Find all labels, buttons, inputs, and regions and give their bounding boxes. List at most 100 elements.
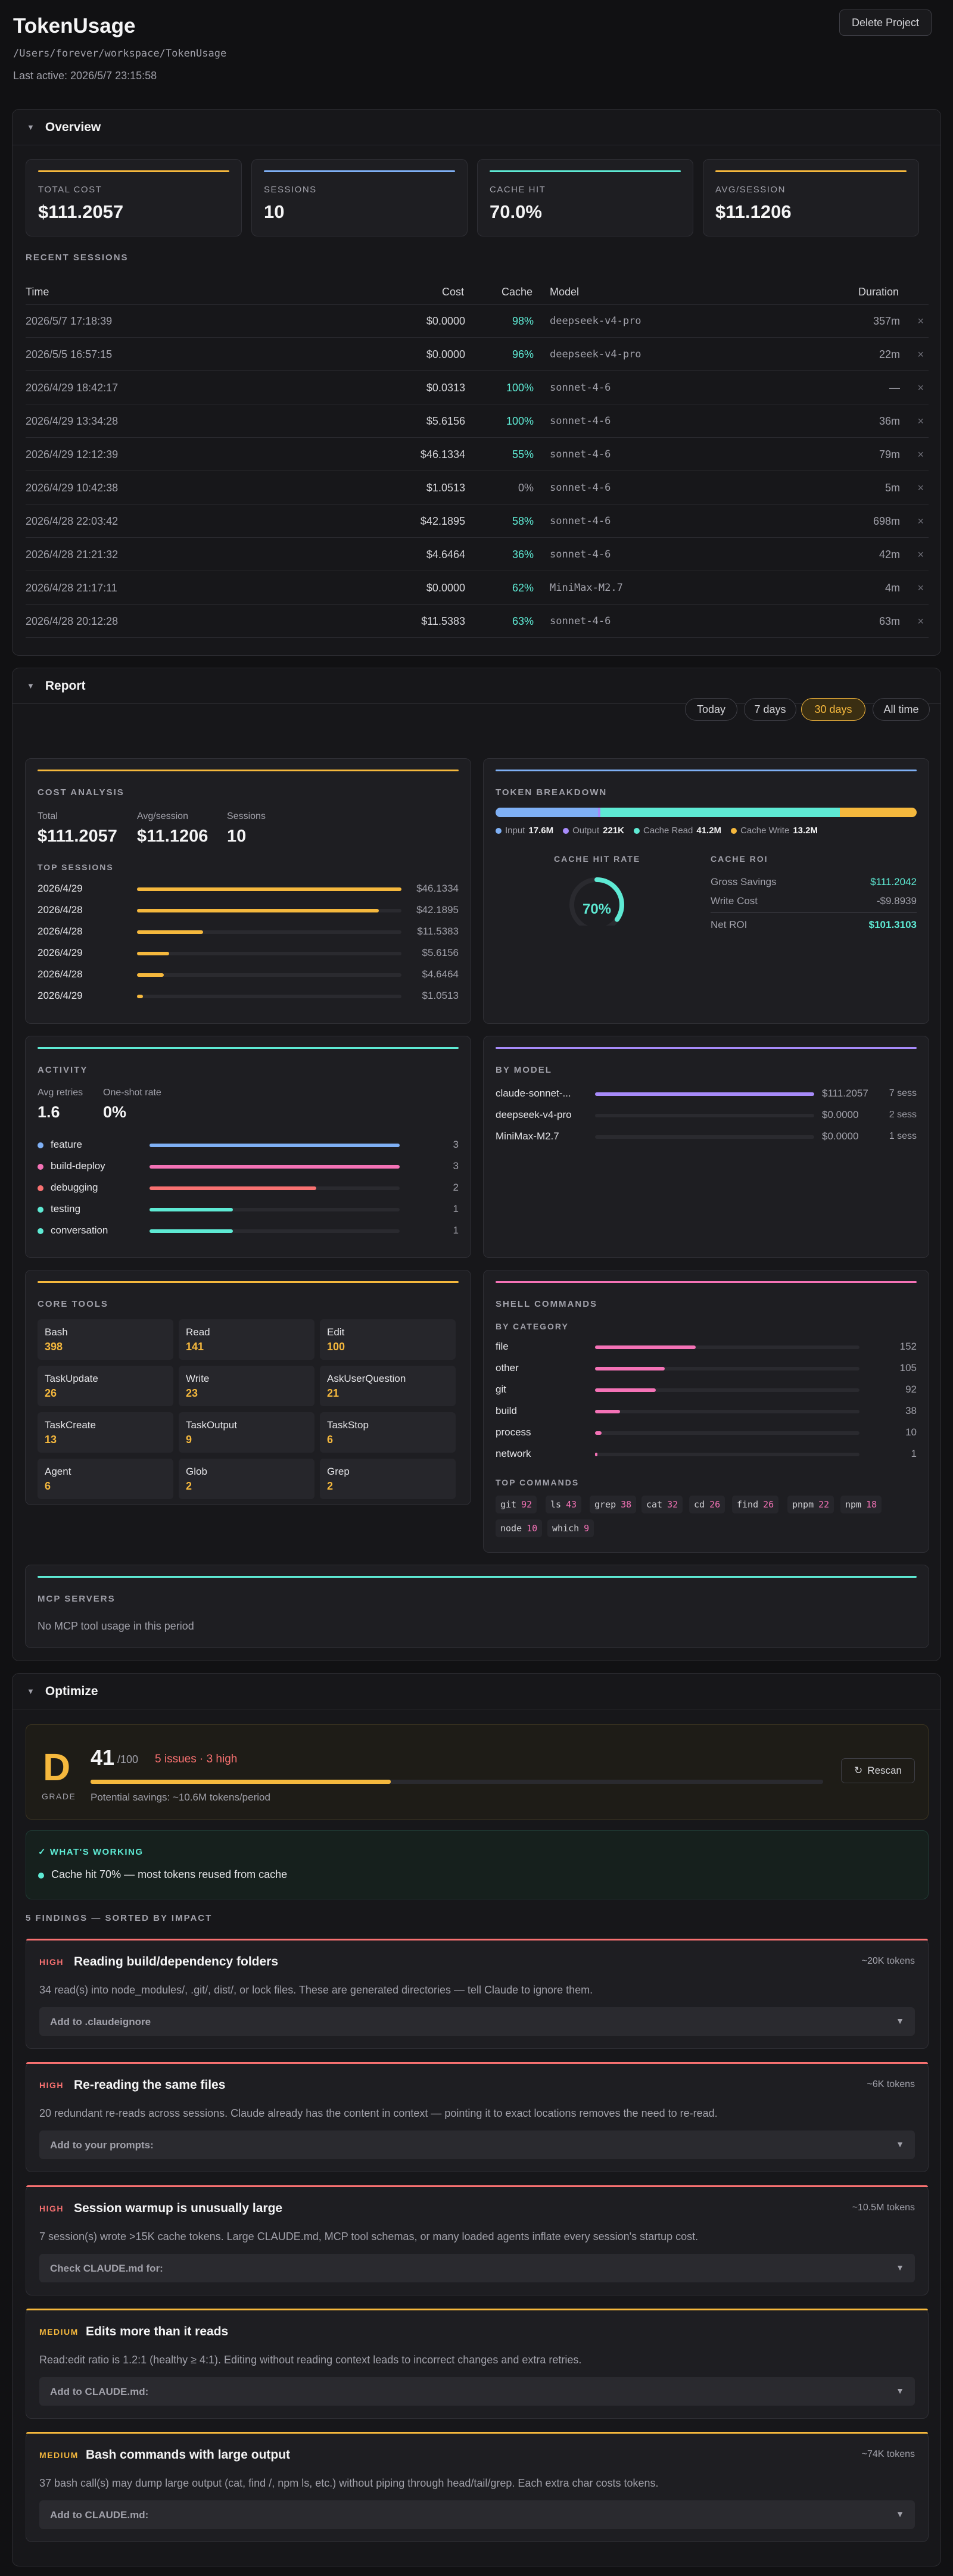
overview-toggle[interactable]: ▼ Overview [13,110,940,145]
table-row[interactable]: 2026/4/29 12:12:39 $46.1334 55% sonnet-4-6 7… [26,438,929,471]
delete-project-button[interactable]: Delete Project [839,10,932,36]
model-sessions: 1 sess [889,1131,917,1141]
category-bar [595,1410,621,1413]
activity-track [150,1229,400,1233]
legend-name: Input [505,826,525,836]
close-icon[interactable]: × [917,515,924,527]
issues-summary: 5 issues · 3 high [155,1753,238,1765]
finding-description: 37 bash call(s) may dump large output (c… [39,2477,659,2489]
finding-action-dropdown[interactable]: Check CLAUDE.md for: ▼ [39,2254,915,2282]
tool-count: 2 [327,1480,334,1492]
close-icon[interactable]: × [917,482,924,494]
command-count: 26 [709,1499,721,1510]
category-bar [595,1388,656,1392]
session-model: deepseek-v4-pro [550,348,641,360]
category-name: file [496,1341,509,1352]
top-session-track [137,909,401,912]
session-duration: — [889,382,900,394]
category-track [595,1410,859,1413]
tool-tile: AskUserQuestion 21 [320,1366,456,1406]
activity-dot [38,1164,43,1170]
close-icon[interactable]: × [917,315,924,327]
score-max: /100 [117,1753,139,1765]
command-chip: npm 18 [840,1496,882,1513]
table-row[interactable]: 2026/4/28 22:03:42 $42.1895 58% sonnet-4-6 6… [26,504,929,538]
top-session-cost: $46.1334 [416,883,459,894]
category-count: 105 [899,1362,917,1373]
table-row[interactable]: 2026/4/29 10:42:38 $1.0513 0% sonnet-4-6 5m × [26,471,929,504]
close-icon[interactable]: × [917,615,924,627]
model-name: MiniMax-M2.7 [496,1130,559,1142]
table-row[interactable]: 2026/4/28 20:12:28 $11.5383 63% sonnet-4-6 6… [26,605,929,638]
whats-working-title: WHAT'S WORKING [49,1847,144,1857]
table-row[interactable]: 2026/4/29 18:42:17 $0.0313 100% sonnet-4-6 —… [26,371,929,404]
command-count: 10 [527,1523,538,1534]
net-roi-value: $101.3103 [868,919,917,930]
grade-letter: D [43,1746,71,1789]
range-pill[interactable]: 30 days [801,698,865,721]
avg-value: $11.1206 [137,827,208,846]
session-duration: 63m [879,615,900,627]
report-toggle[interactable]: ▼ Report [13,668,940,704]
tool-tile: TaskStop 6 [320,1412,456,1453]
session-time: 2026/5/5 16:57:15 [26,348,113,360]
gross-savings-value: $111.2042 [870,876,917,887]
close-icon[interactable]: × [917,582,924,594]
finding-action-dropdown[interactable]: Add to CLAUDE.md: ▼ [39,2377,915,2406]
finding-action-dropdown[interactable]: Add to CLAUDE.md: ▼ [39,2500,915,2529]
tool-count: 2 [186,1480,192,1492]
close-icon[interactable]: × [917,348,924,360]
cache-hit-value: 70% [583,901,611,917]
finding-description: 20 redundant re-reads across sessions. C… [39,2107,718,2119]
table-row[interactable]: 2026/5/5 16:57:15 $0.0000 96% deepseek-v4-p… [26,338,929,371]
findings-title: 5 FINDINGS — SORTED BY IMPACT [26,1913,213,1923]
close-icon[interactable]: × [917,549,924,560]
command-count: 38 [621,1499,632,1510]
optimize-title: Optimize [45,1684,98,1698]
session-duration: 36m [879,415,900,427]
optimize-toggle[interactable]: ▼ Optimize [13,1674,940,1709]
top-session-track [137,995,401,998]
range-pill[interactable]: 7 days [744,698,796,721]
rescan-button[interactable]: ↻ Rescan [841,1758,915,1783]
stat-value: 70.0% [490,201,542,222]
session-cache: 63% [512,615,534,627]
finding-description: 7 session(s) wrote >15K cache tokens. La… [39,2231,699,2242]
activity-track [150,1186,400,1190]
top-commands-title: TOP COMMANDS [496,1478,580,1487]
session-cost: $0.0000 [426,315,465,327]
activity-bar [150,1165,400,1169]
tool-tile: TaskOutput 9 [179,1412,314,1453]
table-row[interactable]: 2026/4/28 21:17:11 $0.0000 62% MiniMax-M2.7… [26,571,929,605]
activity-track [150,1165,400,1169]
table-row[interactable]: 2026/5/7 17:18:39 $0.0000 98% deepseek-v4-p… [26,304,929,338]
session-cost: $46.1334 [420,448,465,460]
close-icon[interactable]: × [917,382,924,394]
finding-action-dropdown[interactable]: Add to .claudeignore ▼ [39,2007,915,2036]
close-icon[interactable]: × [917,415,924,427]
close-icon[interactable]: × [917,448,924,460]
finding-action-label: Add to your prompts: [50,2139,154,2151]
top-session-cost: $1.0513 [422,990,459,1001]
finding-action-dropdown[interactable]: Add to your prompts: ▼ [39,2130,915,2159]
activity-bar [150,1229,233,1233]
cache-hit-arc [569,877,624,926]
top-session-track [137,887,401,891]
cache-hit-gauge: 70% [569,877,624,926]
session-time: 2026/4/28 21:17:11 [26,582,117,594]
tool-name: Glob [186,1466,207,1477]
table-row[interactable]: 2026/4/28 21:21:32 $4.6464 36% sonnet-4-6 42… [26,538,929,571]
cache-hit-title: CACHE HIT RATE [554,854,641,864]
activity-card: ACTIVITY Avg retries 1.6 One-shot rate 0… [25,1036,471,1258]
severity-badge: HIGH [39,2204,64,2213]
command-chip: ls 43 [546,1496,582,1513]
net-roi-label: Net ROI [711,919,748,930]
oneshot-value: 0% [103,1103,127,1121]
finding-action-label: Add to .claudeignore [50,2016,151,2027]
table-row[interactable]: 2026/4/29 13:34:28 $5.6156 100% sonnet-4-6 3… [26,404,929,438]
tool-count: 398 [45,1341,63,1353]
range-pill[interactable]: Today [685,698,737,721]
command-name: pnpm [792,1499,814,1510]
session-cache: 100% [506,415,534,427]
range-pill[interactable]: All time [873,698,930,721]
